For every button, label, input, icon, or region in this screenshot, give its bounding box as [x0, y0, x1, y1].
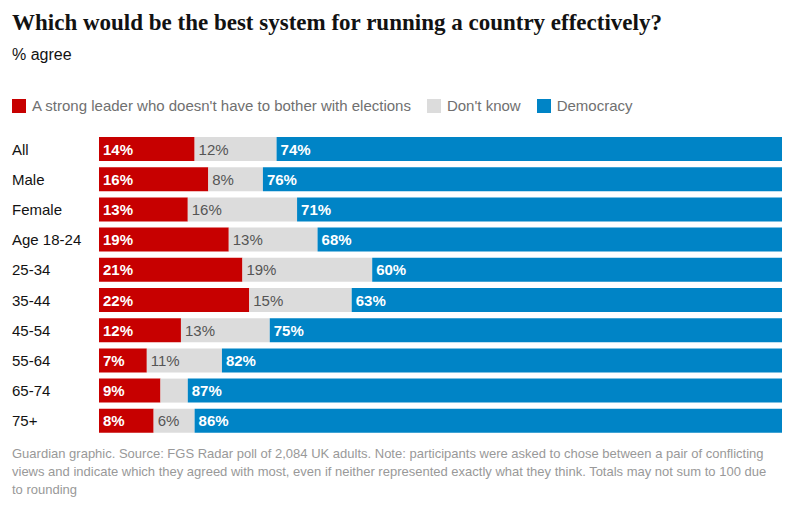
svg-text:12%: 12%: [199, 141, 229, 158]
svg-text:74%: 74%: [281, 141, 311, 158]
svg-text:16%: 16%: [103, 171, 133, 188]
svg-text:63%: 63%: [356, 292, 386, 309]
svg-text:Age 18-24: Age 18-24: [12, 231, 81, 248]
svg-text:16%: 16%: [192, 201, 222, 218]
svg-text:75%: 75%: [274, 322, 304, 339]
svg-text:71%: 71%: [301, 201, 331, 218]
html-text:Don't know: Don't know: [446, 97, 521, 114]
svg-text:76%: 76%: [267, 171, 297, 188]
svg-text:87%: 87%: [192, 382, 222, 399]
svg-text:13%: 13%: [233, 231, 263, 248]
svg-text:60%: 60%: [376, 261, 406, 278]
svg-text:21%: 21%: [103, 261, 133, 278]
svg-text:55-64: 55-64: [12, 352, 50, 369]
svg-text:15%: 15%: [253, 292, 283, 309]
html-text:Democracy: Democracy: [556, 97, 633, 114]
svg-text:45-54: 45-54: [12, 322, 50, 339]
svg-text:75+: 75+: [12, 412, 38, 429]
svg-text:12%: 12%: [103, 322, 133, 339]
svg-text:9%: 9%: [103, 382, 125, 399]
svg-text:11%: 11%: [151, 352, 180, 369]
svg-text:82%: 82%: [226, 352, 256, 369]
svg-text:25-34: 25-34: [12, 261, 50, 278]
svg-text:Female: Female: [12, 201, 62, 218]
svg-text:19%: 19%: [103, 231, 133, 248]
svg-text:68%: 68%: [322, 231, 352, 248]
svg-text:13%: 13%: [185, 322, 215, 339]
svg-text:6%: 6%: [158, 412, 180, 429]
html-text:Guardian graphic. Source: FGS: Guardian graphic. Source: FGS Radar poll…: [12, 446, 767, 497]
svg-text:8%: 8%: [103, 412, 125, 429]
svg-text:65-74: 65-74: [12, 382, 50, 399]
svg-text:All: All: [12, 141, 29, 158]
html-text:% agree: % agree: [12, 46, 72, 63]
svg-text:19%: 19%: [246, 261, 276, 278]
html-text:A strong leader who doesn't ha: A strong leader who doesn't have to both…: [32, 97, 411, 114]
svg-text:22%: 22%: [103, 292, 133, 309]
svg-text:13%: 13%: [103, 201, 133, 218]
html-text:Which would be the best system: Which would be the best system for runni…: [12, 10, 662, 35]
svg-text:7%: 7%: [103, 352, 125, 369]
svg-text:Male: Male: [12, 171, 45, 188]
svg-text:14%: 14%: [103, 141, 133, 158]
svg-text:86%: 86%: [199, 412, 229, 429]
svg-text:8%: 8%: [212, 171, 234, 188]
svg-text:35-44: 35-44: [12, 292, 50, 309]
